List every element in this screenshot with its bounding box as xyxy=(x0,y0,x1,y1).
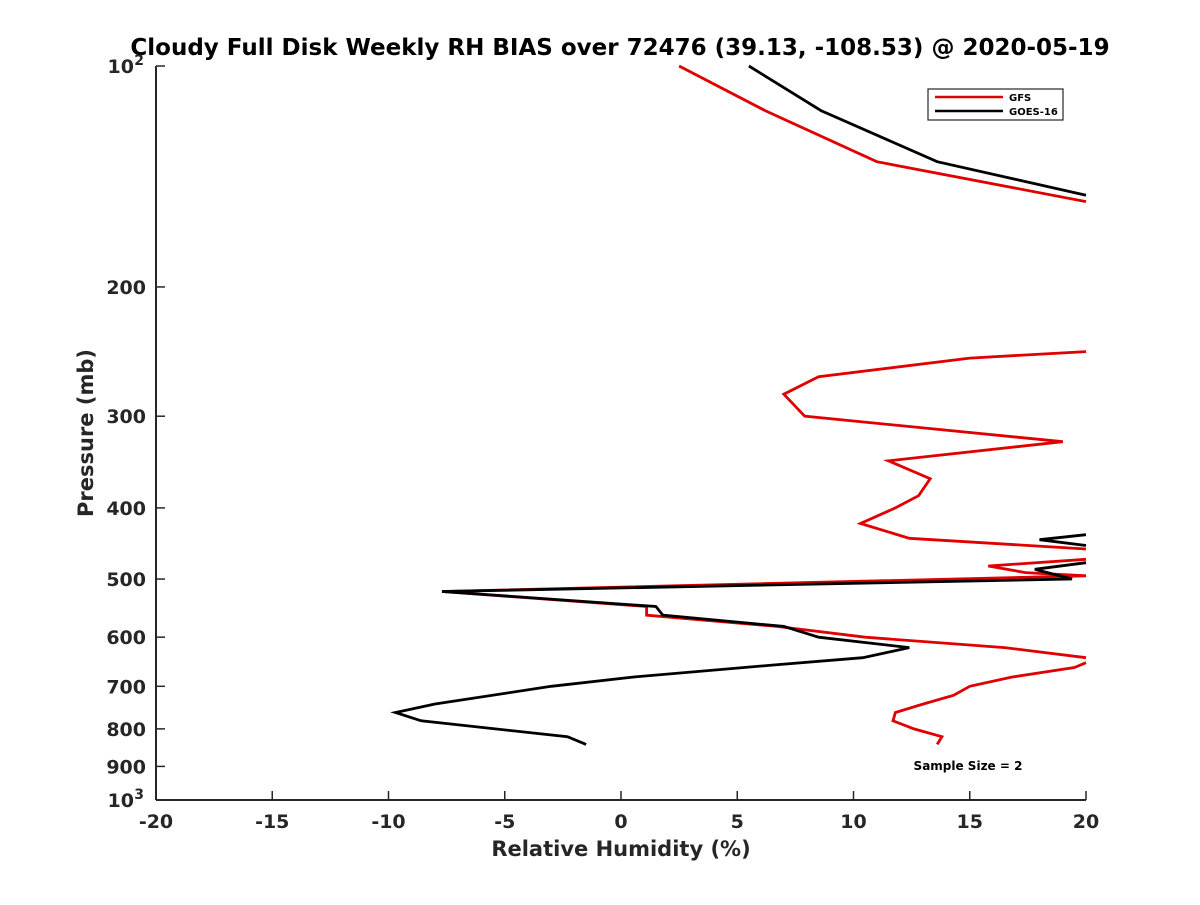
x-axis-label: Relative Humidity (%) xyxy=(491,837,750,861)
y-tick-label: 10 xyxy=(108,790,134,812)
y-tick-exponent: 2 xyxy=(134,53,144,69)
x-tick-label: 20 xyxy=(1073,811,1099,833)
x-tick-label: 0 xyxy=(614,811,627,833)
x-tick-label: -10 xyxy=(371,811,405,833)
y-tick-label: 200 xyxy=(106,277,146,299)
y-tick-label: 500 xyxy=(106,569,146,591)
y-tick-label: 300 xyxy=(106,406,146,428)
legend: GFS GOES-16 xyxy=(927,88,1064,121)
y-tick-label: 800 xyxy=(106,719,146,741)
sample-size-annotation: Sample Size = 2 xyxy=(914,759,1023,773)
series-line-gfs xyxy=(678,64,1087,203)
x-tick-label: 10 xyxy=(840,811,866,833)
y-tick-label: 10 xyxy=(108,56,134,78)
series-line-gfs xyxy=(891,661,1087,746)
series-line-gfs xyxy=(781,350,1087,551)
y-tick-label: 600 xyxy=(106,627,146,649)
x-tick-label: 15 xyxy=(957,811,983,833)
series-line-goes16 xyxy=(748,64,1087,197)
series-layer xyxy=(390,64,1087,746)
legend-label-goes16: GOES-16 xyxy=(1009,107,1058,118)
y-tick-label: 400 xyxy=(106,498,146,520)
x-axis-ticks: -20 -15 -10 -5 0 5 10 15 20 xyxy=(139,791,1099,833)
y-axis-label: Pressure (mb) xyxy=(74,349,98,517)
y-tick-label: 900 xyxy=(106,756,146,778)
x-tick-label: -5 xyxy=(494,811,515,833)
series-line-goes16 xyxy=(1039,533,1087,547)
x-tick-label: -20 xyxy=(139,811,173,833)
x-tick-label: -15 xyxy=(255,811,289,833)
y-tick-label: 700 xyxy=(106,676,146,698)
legend-box xyxy=(927,88,1064,121)
chart-title: Cloudy Full Disk Weekly RH BIAS over 724… xyxy=(130,35,1109,61)
x-tick-label: 5 xyxy=(731,811,744,833)
legend-label-gfs: GFS xyxy=(1009,93,1031,104)
series-line-goes16 xyxy=(390,561,1087,746)
y-tick-exponent: 3 xyxy=(134,787,144,803)
